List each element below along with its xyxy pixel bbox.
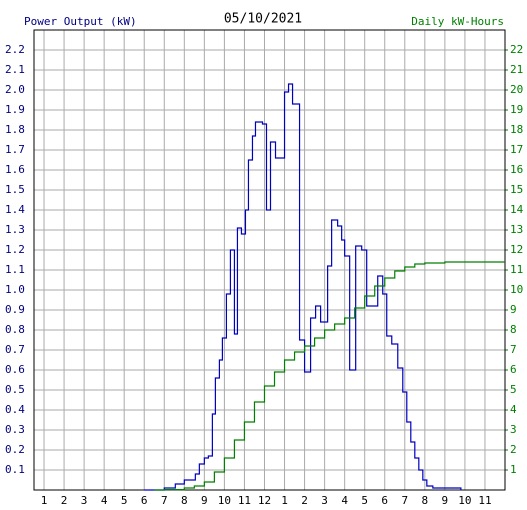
y-tick-label: 1.4 [5,203,25,216]
y-tick-label: 2.2 [5,43,25,56]
y2-tick-label: 3 [510,423,517,436]
x-tick-label: 8 [181,494,188,507]
x-tick-label: 2 [61,494,68,507]
x-tick-label: 5 [361,494,368,507]
x-tick-label: 9 [442,494,449,507]
x-tick-label: 6 [381,494,388,507]
x-tick-label: 3 [81,494,88,507]
y-tick-label: 1.1 [5,263,25,276]
y2-tick-label: 22 [510,43,523,56]
x-tick-label: 6 [141,494,148,507]
x-tick-label: 1 [281,494,288,507]
x-tick-label: 4 [341,494,348,507]
y-tick-label: 0.8 [5,323,25,336]
y-tick-label: 0.3 [5,423,25,436]
y-tick-label: 2.1 [5,63,25,76]
y2-tick-label: 7 [510,343,517,356]
x-tick-label: 3 [321,494,328,507]
y2-tick-label: 18 [510,123,523,136]
y2-tick-label: 11 [510,263,523,276]
y2-tick-label: 1 [510,463,517,476]
x-tick-label: 7 [161,494,168,507]
y2-tick-label: 13 [510,223,523,236]
chart-title: 05/10/2021 [224,12,302,27]
x-tick-label: 7 [401,494,408,507]
y2-tick-label: 10 [510,283,523,296]
x-tick-label: 5 [121,494,128,507]
y-tick-label: 1.7 [5,143,25,156]
y-tick-label: 0.6 [5,363,25,376]
y2-tick-label: 2 [510,443,517,456]
y2-tick-label: 17 [510,143,523,156]
y-tick-label: 1.6 [5,163,25,176]
y-tick-label: 1.5 [5,183,25,196]
y2-tick-label: 4 [510,403,517,416]
y-tick-label: 1.0 [5,283,25,296]
x-tick-label: 1 [41,494,48,507]
y-tick-label: 1.2 [5,243,25,256]
x-tick-label: 10 [218,494,231,507]
x-tick-label: 8 [422,494,429,507]
y-tick-label: 0.2 [5,443,25,456]
y-tick-label: 0.7 [5,343,25,356]
data-line [144,83,462,491]
y2-tick-label: 12 [510,243,523,256]
y2-tick-label: 16 [510,163,523,176]
y-tick-label: 0.5 [5,383,25,396]
y-tick-label: 1.8 [5,123,25,136]
y-tick-label: 0.1 [5,463,25,476]
x-tick-label: 9 [201,494,208,507]
y2-tick-label: 6 [510,363,517,376]
y2-tick-label: 15 [510,183,523,196]
data-line [154,261,505,491]
y-tick-label: 1.9 [5,103,25,116]
x-tick-label: 11 [238,494,251,507]
x-tick-label: 12 [258,494,271,507]
x-tick-label: 2 [301,494,308,507]
y2-axis-title: Daily kW-Hours [411,15,504,28]
x-tick-label: 10 [458,494,471,507]
y2-tick-label: 9 [510,303,517,316]
y2-tick-label: 14 [510,203,524,216]
y2-tick-label: 5 [510,383,517,396]
y2-tick-label: 20 [510,83,523,96]
y-tick-label: 1.3 [5,223,25,236]
y-axis-title: Power Output (kW) [24,15,137,28]
plot-border [33,29,506,491]
y-tick-label: 0.9 [5,303,25,316]
x-tick-label: 11 [478,494,491,507]
y-tick-label: 2.0 [5,83,25,96]
x-tick-label: 4 [101,494,108,507]
y2-tick-label: 8 [510,323,517,336]
y-tick-label: 0.4 [5,403,25,416]
y2-tick-label: 21 [510,63,523,76]
y2-tick-label: 19 [510,103,523,116]
